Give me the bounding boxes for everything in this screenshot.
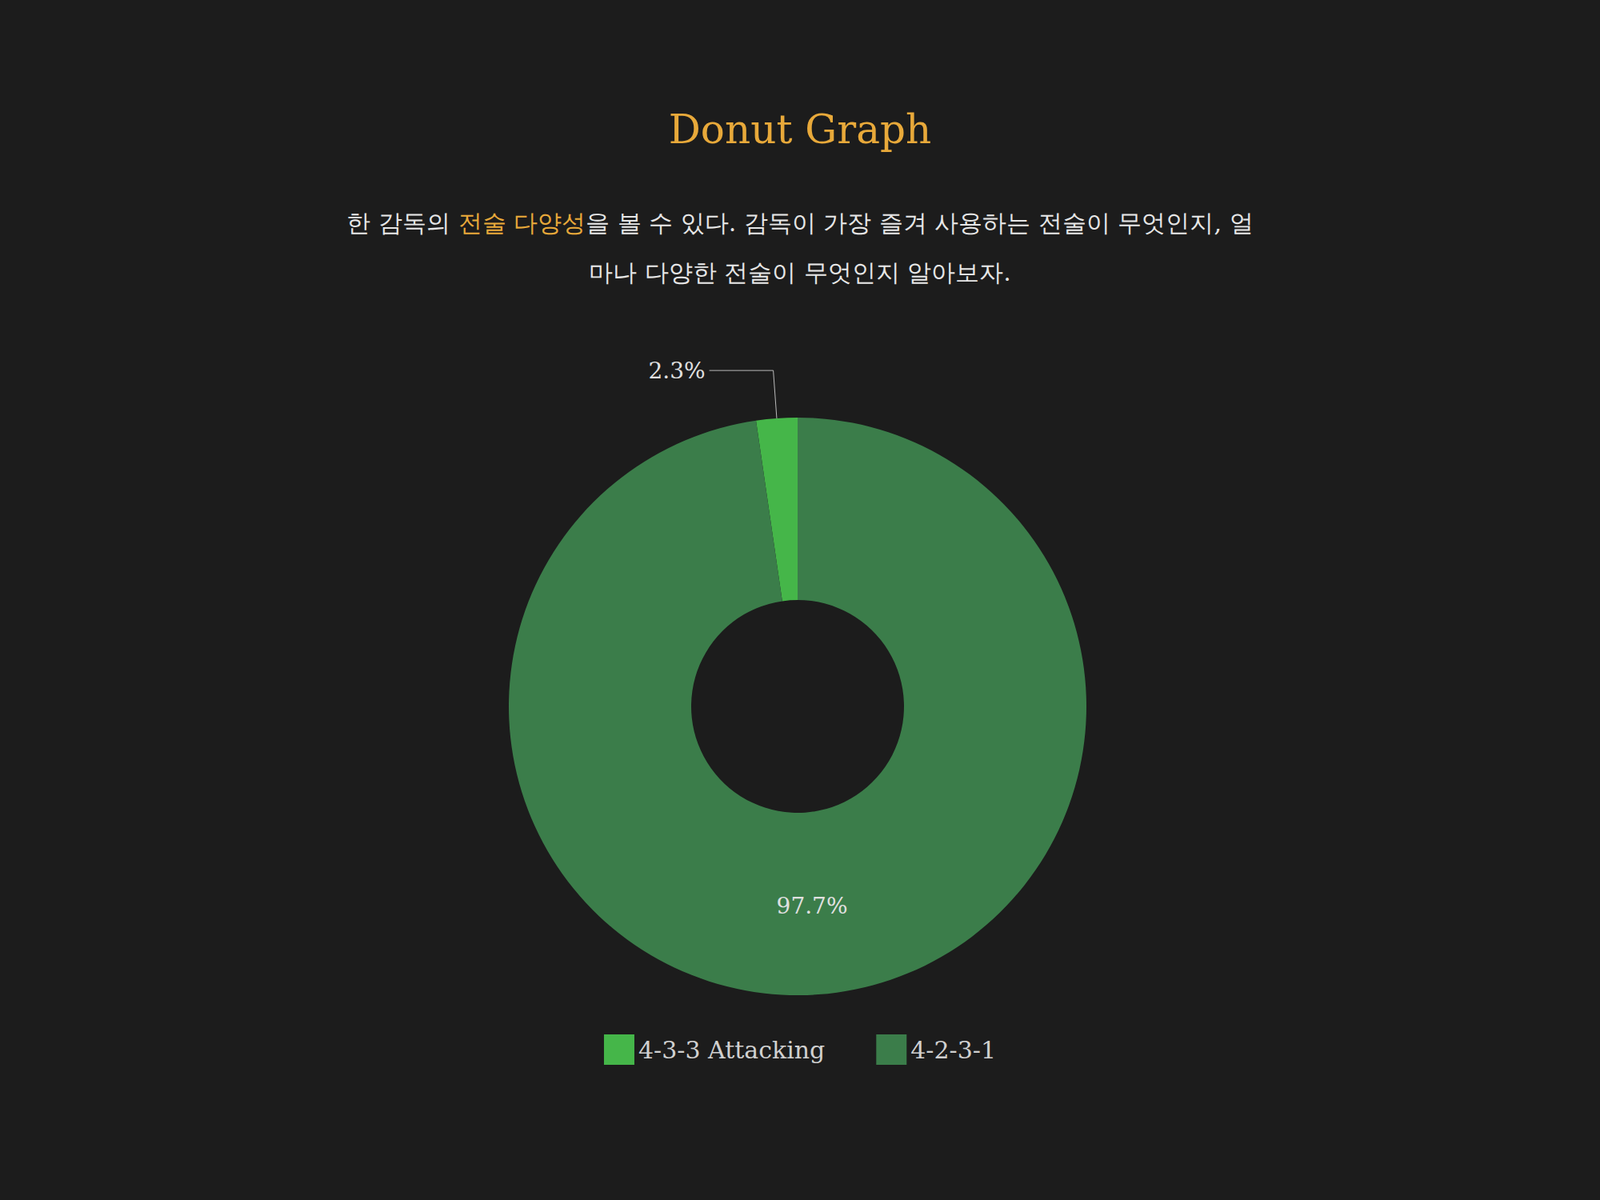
svg-text:Donut Graph: Donut Graph (668, 106, 932, 153)
svg-text:97.7%: 97.7% (776, 892, 848, 920)
svg-text:4-3-3 Attacking: 4-3-3 Attacking (638, 1036, 825, 1064)
svg-text:4-2-3-1: 4-2-3-1 (910, 1036, 996, 1064)
svg-text:2.3%: 2.3% (648, 357, 705, 384)
html-text:한 감독의전술 다양성을 볼 수 있다. 감독이 가장 즐겨: 한 감독의전술 다양성을 볼 수 있다. 감독이 가장 즐겨 사용하는 전술이 … (346, 208, 1254, 287)
